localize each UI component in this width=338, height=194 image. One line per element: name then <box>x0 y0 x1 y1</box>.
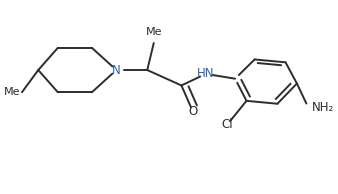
Text: Cl: Cl <box>221 118 233 131</box>
Text: HN: HN <box>197 67 215 80</box>
Text: O: O <box>188 105 197 118</box>
Text: N: N <box>112 63 121 77</box>
Text: Me: Me <box>146 27 162 37</box>
Text: NH₂: NH₂ <box>312 101 334 114</box>
Text: Me: Me <box>4 87 20 97</box>
